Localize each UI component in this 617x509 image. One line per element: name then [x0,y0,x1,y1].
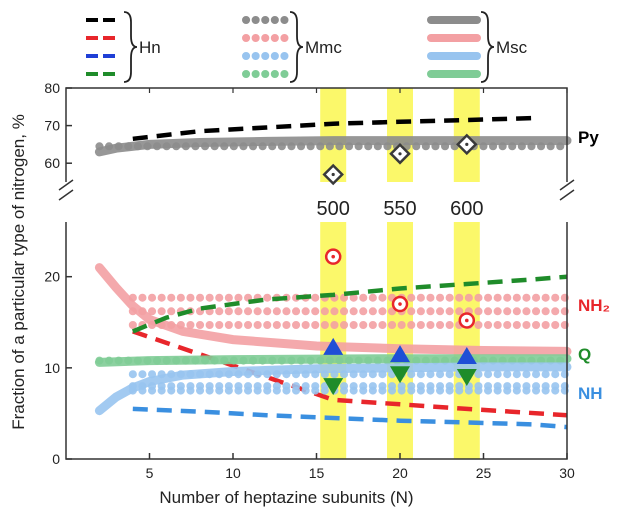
legend: Hn Mmc Msc [86,11,528,83]
legend-label-msc: Msc [496,38,528,57]
hn-curve-nh [132,406,568,430]
band-temperature-label: 500 [317,198,350,220]
hn-curve-q [131,274,568,334]
lower-y-tick-label: 20 [44,269,60,285]
highlight-band-lower [453,222,480,459]
labels: Number of heptazine subunits (N) Fraction… [9,114,610,507]
upper-y-tick-label: 70 [44,118,60,134]
x-axis-label: Number of heptazine subunits (N) [159,488,413,507]
nh2-circle-center [398,302,402,306]
upper-frame [65,87,568,182]
lower-frame [65,222,568,460]
nh2-circle-center [465,318,469,323]
nh-triangle-marker [456,346,477,364]
x-tick-label: 5 [146,465,154,481]
py-diamond-center [398,152,402,156]
x-tick-label: 25 [476,465,492,481]
model-curves [94,115,572,430]
x-tick-label: 30 [559,465,575,481]
highlight-band-lower [387,222,413,459]
axis-break-mark [58,189,74,201]
axis-break-mark [559,189,575,201]
series-label-1: Py [578,128,599,147]
hn-curve-nh2 [132,329,568,418]
legend-label-mmc: Mmc [305,38,342,57]
hn-curve-py [132,115,534,142]
msc-curve-nh2 [94,263,572,356]
series-label-3: Q [578,345,591,364]
q-triangle-marker [323,378,344,396]
lower-y-tick-label: 0 [52,451,60,467]
py-diamond-center [465,142,469,146]
axes: 5 10 15 20 25 30 60 70 80 0 10 20 [44,80,575,481]
q-triangle-marker [390,366,410,384]
lower-y-tick-label: 10 [44,360,60,376]
experimental-markers [322,133,478,396]
upper-y-tick-label: 60 [44,155,60,171]
legend-brace [480,11,495,83]
nh-triangle-marker [390,345,410,363]
q-triangle-marker [456,368,477,386]
upper-y-tick-label: 80 [44,80,60,96]
nh2-circle-center [331,254,336,259]
legend-brace [123,11,138,83]
axis-break-mark [58,179,74,191]
band-temperature-label: 600 [450,198,483,220]
x-tick-label: 20 [392,465,408,481]
y-axis-label: Fraction of a particular type of nitroge… [9,114,28,430]
series-label-2: NH₂ [578,296,610,315]
series-label-4: NH [578,384,603,403]
legend-label-hn: Hn [139,38,161,57]
nh-triangle-marker [323,337,344,355]
x-tick-label: 15 [309,465,325,481]
highlight-band-upper [387,88,413,182]
legend-brace [289,11,304,83]
axis-break-mark [559,179,575,191]
band-temperature-label: 550 [383,198,416,220]
x-tick-label: 10 [225,465,241,481]
py-diamond-center [331,172,335,177]
